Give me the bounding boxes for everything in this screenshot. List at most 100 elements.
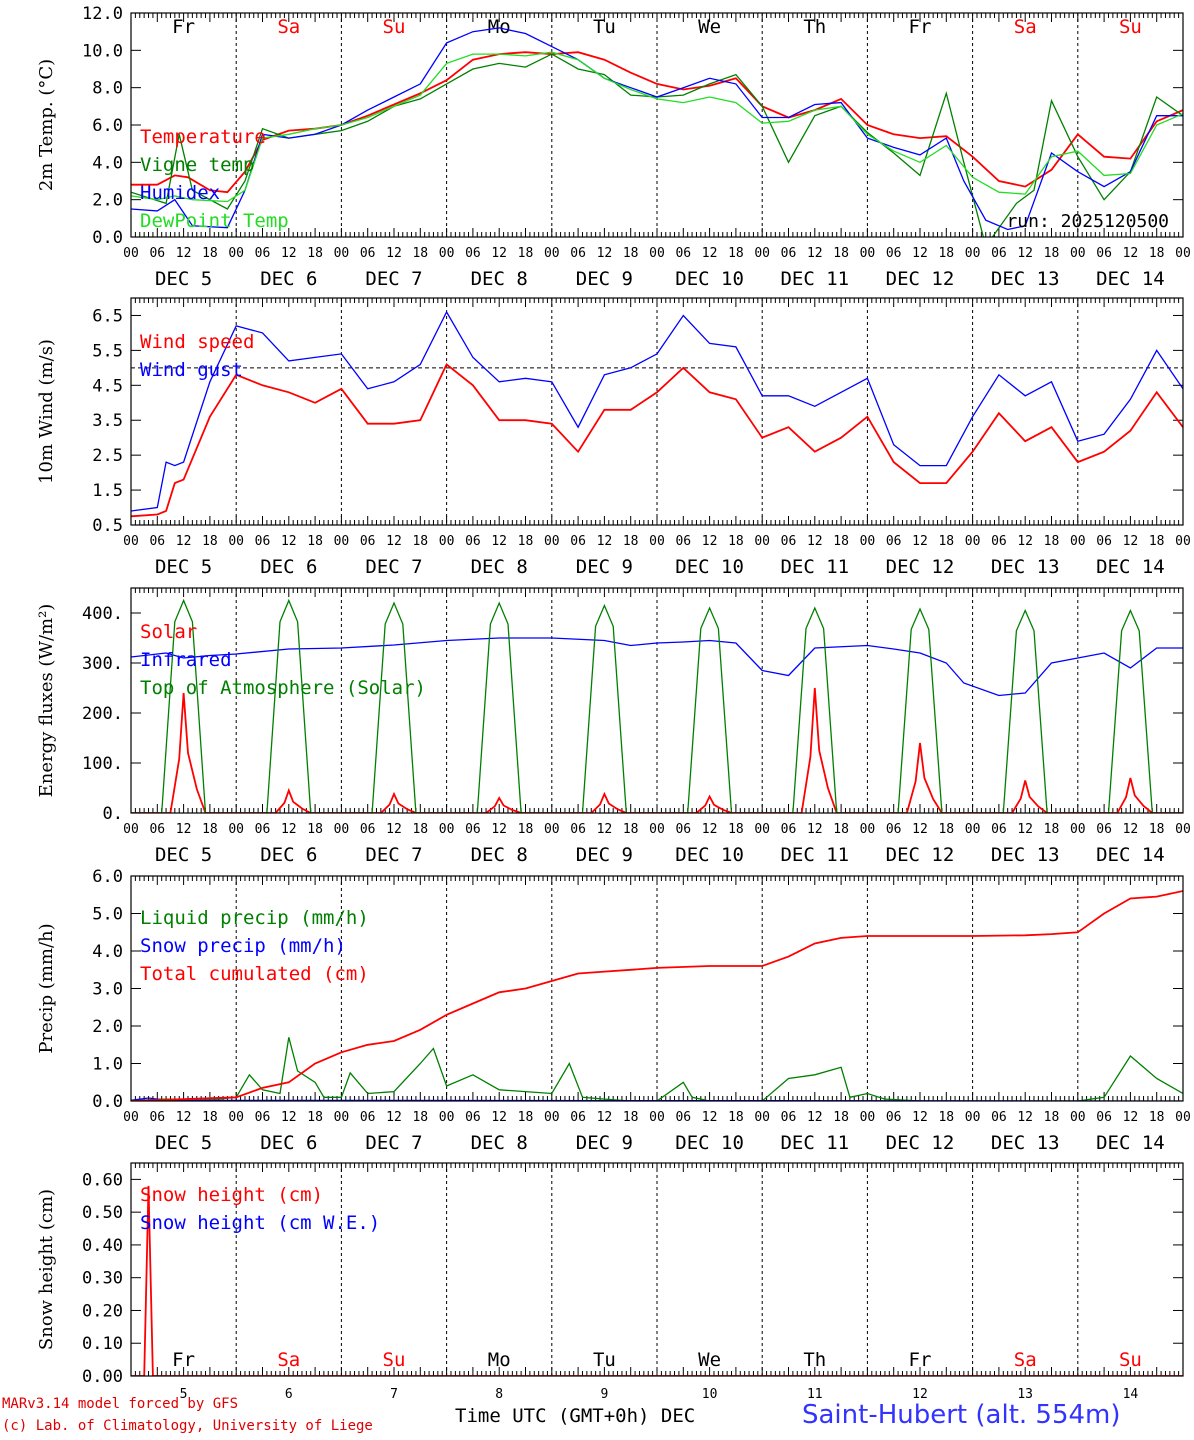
plot-area (131, 27, 1183, 237)
plot-area (131, 598, 1183, 813)
x-tick-label: 12 (1017, 1110, 1033, 1125)
y-tick-label: 5.0 (92, 905, 123, 925)
date-label: DEC 14 (1096, 556, 1165, 578)
x-tick-label: 06 (886, 1110, 902, 1125)
x-tick-label: 12 (176, 822, 192, 837)
y-tick-label: 0. (103, 804, 123, 824)
x-tick-label: 06 (781, 822, 797, 837)
x-tick-label: 18 (202, 1110, 218, 1125)
x-tick-label: 06 (149, 1110, 165, 1125)
x-tick-label: 06 (1096, 534, 1112, 549)
legend-entry: Snow precip (mm/h) (140, 935, 346, 957)
legend-entry: DewPoint Temp (140, 210, 289, 232)
x-tick-label: 00 (860, 246, 876, 261)
y-tick-label: 6.5 (92, 306, 123, 326)
date-label: DEC 8 (471, 1132, 528, 1154)
legend-entry: Snow height (cm W.E.) (140, 1212, 380, 1234)
date-label: DEC 14 (1096, 268, 1165, 290)
x-tick-label: 06 (991, 246, 1007, 261)
x-tick-label: 18 (623, 1110, 639, 1125)
panel-frame (130, 297, 1184, 526)
x-tick-label: 06 (675, 1110, 691, 1125)
x-tick-label: 12 (702, 534, 718, 549)
x-tick-label: 06 (255, 1110, 271, 1125)
date-label: DEC 8 (471, 556, 528, 578)
x-tick-label: 00 (228, 822, 244, 837)
x-tick-label: 00 (754, 822, 770, 837)
copyright-line: (c) Lab. of Climatology, University of L… (2, 1418, 373, 1434)
y-tick-label: 1.0 (92, 1055, 123, 1075)
x-tick-label: 00 (1070, 246, 1086, 261)
x-tick-label: 06 (465, 822, 481, 837)
x-tick-label: 06 (255, 246, 271, 261)
x-tick-label: 18 (728, 822, 744, 837)
legend-entry: Vigne temp (140, 154, 254, 176)
x-tick-label: 12 (807, 534, 823, 549)
x-tick-label: 12 (491, 1110, 507, 1125)
x-tick-label: 06 (360, 246, 376, 261)
date-label: DEC 11 (780, 556, 849, 578)
plot-area (131, 310, 1183, 518)
x-tick-label: 06 (570, 1110, 586, 1125)
x-tick-label: 06 (465, 1110, 481, 1125)
x-tick-label: 18 (833, 534, 849, 549)
x-tick-label: 06 (1096, 246, 1112, 261)
y-tick-label: 300. (82, 654, 123, 674)
date-label: DEC 12 (886, 844, 955, 866)
x-tick-label: 00 (1175, 1110, 1191, 1125)
date-label: DEC 8 (471, 268, 528, 290)
y-tick-label: 3.0 (92, 980, 123, 1000)
x-tick-label: 06 (149, 534, 165, 549)
x-tick-label: 18 (728, 246, 744, 261)
y-tick-label: 2.0 (92, 191, 123, 211)
x-tick-label: 00 (334, 1110, 350, 1125)
x-tick-label: 12 (281, 534, 297, 549)
y-tick-label: 200. (82, 704, 123, 724)
x-tick-label: 06 (255, 534, 271, 549)
date-label: DEC 9 (576, 268, 633, 290)
x-tick-label: 00 (334, 246, 350, 261)
day-number: 11 (807, 1387, 823, 1402)
x-tick-label: 18 (412, 822, 428, 837)
x-tick-label: 00 (439, 534, 455, 549)
x-tick-label: 12 (491, 246, 507, 261)
date-label: DEC 9 (576, 1132, 633, 1154)
date-label: DEC 11 (780, 268, 849, 290)
y-tick-label: 100. (82, 754, 123, 774)
date-label: DEC 5 (155, 844, 212, 866)
day-number: 5 (180, 1387, 188, 1402)
day-number: 9 (600, 1387, 608, 1402)
x-tick-label: 18 (518, 534, 534, 549)
y-tick-label: 3.5 (92, 411, 123, 431)
day-name: Su (1119, 16, 1142, 38)
x-tick-label: 06 (991, 534, 1007, 549)
x-tick-label: 00 (334, 534, 350, 549)
x-tick-label: 06 (360, 822, 376, 837)
x-tick-label: 00 (649, 1110, 665, 1125)
day-name: Sa (1014, 16, 1037, 38)
station-title: Saint-Hubert (alt. 554m) (802, 1400, 1121, 1430)
x-tick-label: 18 (833, 246, 849, 261)
x-tick-label: 00 (1070, 1110, 1086, 1125)
x-tick-label: 18 (1149, 246, 1165, 261)
y-tick-label: 0.0 (92, 228, 123, 248)
y-tick-label: 1.5 (92, 481, 123, 501)
legend-entry: Snow height (cm) (140, 1184, 323, 1206)
y-tick-label: 4.0 (92, 153, 123, 173)
date-label: DEC 10 (675, 556, 744, 578)
x-tick-label: 06 (675, 822, 691, 837)
series-line-solar (131, 687, 1183, 813)
x-tick-label: 00 (439, 1110, 455, 1125)
panel-snow: 0.00 0.10 0.20 0.30 0.40 0.50 0.60 Snow height … (36, 1162, 1184, 1402)
date-label: DEC 14 (1096, 844, 1165, 866)
x-tick-label: 12 (386, 534, 402, 549)
day-name: Fr (172, 16, 195, 38)
x-tick-label: 06 (675, 246, 691, 261)
x-tick-label: 18 (307, 1110, 323, 1125)
x-tick-label: 18 (412, 246, 428, 261)
date-label: DEC 7 (365, 556, 422, 578)
y-tick-label: 0.50 (82, 1203, 123, 1223)
x-tick-label: 00 (965, 246, 981, 261)
y-axis-title: Snow height (cm) (36, 1189, 57, 1350)
x-tick-label: 00 (439, 246, 455, 261)
